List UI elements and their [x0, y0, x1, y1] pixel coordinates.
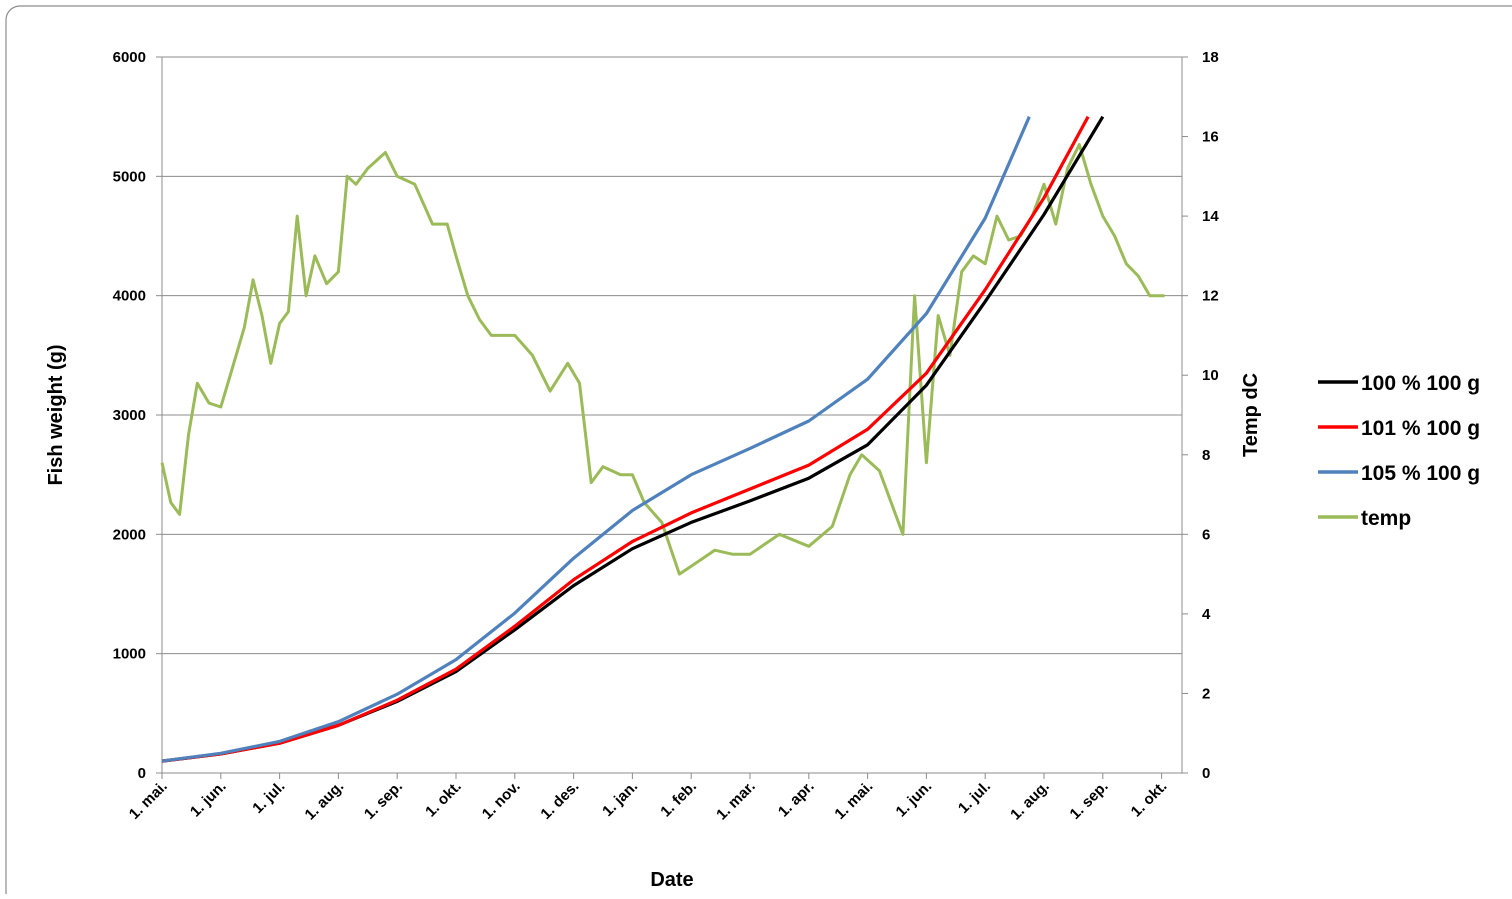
y-tick-label: 4000	[113, 288, 146, 305]
y2-tick-label: 16	[1202, 129, 1219, 146]
y-axis-title: Fish weight (g)	[45, 344, 67, 485]
y2-axis-ticks: 0 2 4 6 8 10 12 14 16 18	[1182, 49, 1219, 782]
y2-tick-label: 10	[1202, 367, 1219, 384]
y2-tick-label: 2	[1202, 685, 1210, 702]
y-tick-label: 2000	[113, 526, 146, 543]
y-tick-label: 3000	[113, 407, 146, 424]
y2-tick-label: 18	[1202, 49, 1219, 66]
legend-label: 105 % 100 g	[1361, 462, 1480, 485]
y-tick-label: 5000	[113, 168, 146, 185]
legend-label: temp	[1361, 507, 1411, 530]
y2-tick-label: 4	[1202, 606, 1211, 623]
y2-tick-label: 14	[1202, 208, 1219, 225]
legend: 100 % 100 g 101 % 100 g 105 % 100 g temp	[1318, 372, 1480, 530]
y2-tick-label: 12	[1202, 288, 1219, 305]
legend-label: 101 % 100 g	[1361, 417, 1480, 440]
series-line-105-100-g	[161, 116, 1031, 763]
y2-tick-label: 6	[1202, 526, 1210, 543]
chart-border	[5, 5, 1512, 899]
series-lines	[160, 115, 1165, 763]
y-tick-label: 0	[138, 765, 146, 782]
y-axis-ticks: 0 1000 2000 3000 4000 5000 6000	[113, 49, 162, 782]
y2-tick-label: 8	[1202, 447, 1210, 464]
y-tick-label: 1000	[113, 646, 146, 663]
y2-tick-label: 0	[1202, 765, 1210, 782]
legend-label: 100 % 100 g	[1361, 372, 1480, 395]
y-tick-label: 6000	[113, 49, 146, 66]
series-line-101-100-g	[161, 115, 1090, 763]
gridlines	[162, 56, 1182, 655]
x-axis-title: Date	[650, 869, 693, 891]
series-line-temp	[160, 143, 1165, 576]
y2-axis-title: Temp dC	[1240, 373, 1262, 457]
